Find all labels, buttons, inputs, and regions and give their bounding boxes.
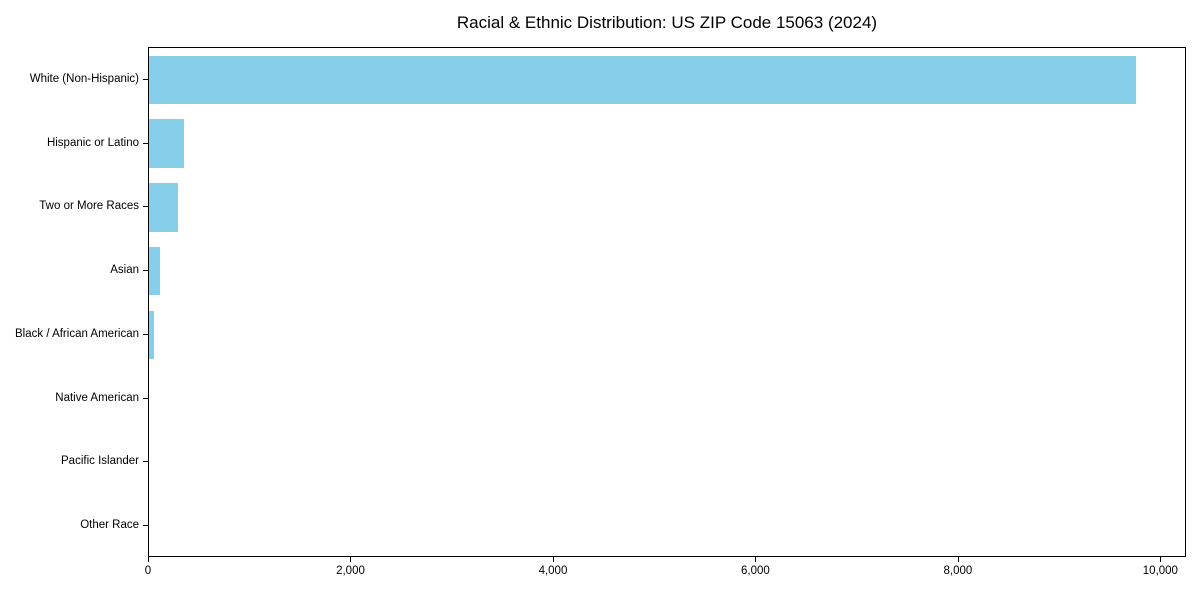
- x-tick-1: [350, 557, 352, 562]
- x-tick-0: [148, 557, 149, 562]
- bar-0: [149, 55, 1136, 105]
- x-tick-3: [755, 557, 757, 562]
- y-tick-5: [143, 397, 148, 399]
- y-tick-4: [143, 333, 148, 335]
- x-axis-tick-label-3: 6,000: [741, 565, 770, 577]
- y-axis-label-6: Pacific Islander: [61, 455, 139, 468]
- y-tick-3: [143, 270, 148, 272]
- y-axis-label-4: Black / African American: [15, 327, 139, 340]
- x-axis-tick-label-0: 0: [144, 565, 152, 577]
- y-tick-6: [143, 461, 148, 463]
- y-axis-label-7: Other Race: [80, 519, 139, 532]
- x-tick-4: [957, 557, 959, 562]
- chart-title: Racial & Ethnic Distribution: US ZIP Cod…: [456, 13, 878, 32]
- y-tick-2: [143, 206, 148, 208]
- y-axis-label-0: White (Non-Hispanic): [29, 72, 139, 85]
- x-tick-5: [1160, 557, 1162, 562]
- bar-1: [149, 119, 184, 168]
- bar-3: [149, 246, 160, 296]
- x-axis-tick-label-1: 2,000: [336, 565, 365, 577]
- x-axis-tick-label-2: 4,000: [538, 565, 568, 577]
- x-axis-tick-label-5: 10,000: [1142, 565, 1178, 577]
- y-axis-label-1: Hispanic or Latino: [46, 136, 139, 149]
- x-axis-tick-label-4: 8,000: [943, 565, 973, 577]
- y-tick-0: [143, 78, 148, 80]
- bar-4: [149, 310, 154, 360]
- y-tick-1: [143, 142, 148, 144]
- y-tick-7: [143, 525, 148, 527]
- bar-2: [149, 183, 178, 232]
- y-axis-label-2: Two or More Races: [39, 200, 139, 213]
- y-axis-label-5: Native American: [55, 391, 139, 404]
- y-axis-label-3: Asian: [110, 264, 139, 277]
- x-tick-2: [552, 557, 554, 562]
- plot-area: [148, 47, 1186, 557]
